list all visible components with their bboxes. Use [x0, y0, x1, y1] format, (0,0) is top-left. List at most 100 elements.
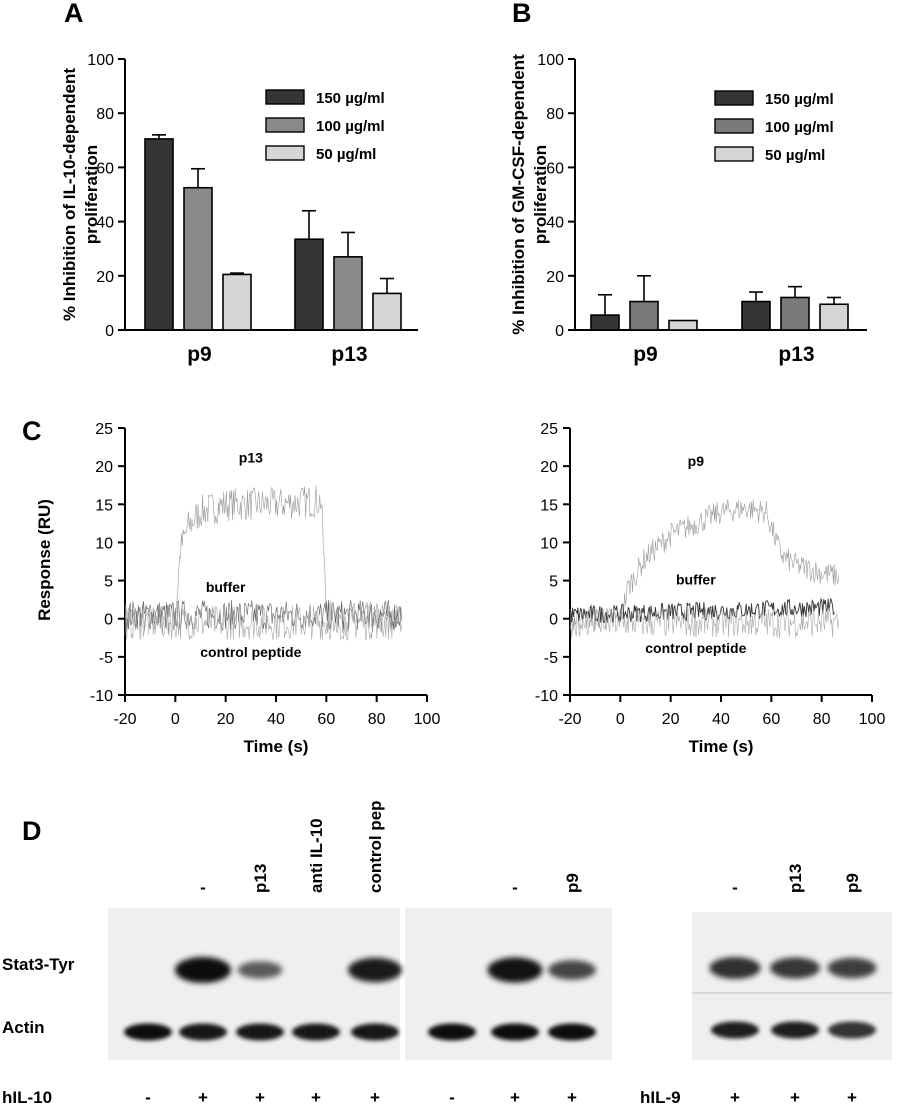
- lane-label: p9: [563, 873, 582, 893]
- panel-letter-c: C: [22, 416, 42, 446]
- B-bar-p9-2: [668, 319, 698, 331]
- band-stat3: [548, 960, 596, 980]
- band-actin: [711, 1021, 759, 1039]
- A-category-label: p13: [331, 343, 367, 366]
- B-ytick-label: 0: [555, 323, 564, 340]
- band-actin: [236, 1023, 284, 1041]
- panel-letter-d: D: [22, 816, 42, 846]
- lane-label: -: [200, 878, 206, 897]
- A-category-label: p9: [187, 343, 212, 366]
- c1-xtick-label: 60: [762, 711, 780, 728]
- c0-trace-buffer: [124, 599, 402, 632]
- A-bar-p9-0: [144, 138, 174, 331]
- lane-label: p9: [843, 873, 862, 893]
- c0-ytick-label: 25: [95, 421, 113, 438]
- band-stat3: [827, 957, 877, 979]
- c0-xtick-label: 80: [368, 711, 386, 728]
- B-bar-p9-0: [590, 314, 620, 331]
- lane-treatment-sign: +: [255, 1088, 265, 1107]
- A-ylabel-line: proliferation: [82, 145, 101, 244]
- c1-ytick-label: 10: [540, 535, 558, 552]
- B-legend-label: 50 µg/ml: [765, 147, 825, 164]
- c1-xtick-label: 100: [859, 711, 886, 728]
- c0-ytick-label: 5: [104, 574, 113, 591]
- B-legend-swatch: [714, 90, 754, 106]
- B-ylabel-line: % Inhibition of GM-CSF-dependent: [509, 54, 528, 335]
- c0-xlabel: Time (s): [244, 737, 309, 756]
- B-bar-p13-2: [819, 303, 849, 331]
- lane-treatment-sign: +: [510, 1088, 520, 1107]
- lane-treatment-sign: +: [790, 1088, 800, 1107]
- c1-xtick-label: -20: [558, 711, 581, 728]
- B-legend-label: 100 µg/ml: [765, 119, 834, 136]
- c0-annotation: control peptide: [200, 644, 301, 660]
- lane-label: p13: [786, 864, 805, 893]
- lane-treatment-sign: +: [370, 1088, 380, 1107]
- B-category-label: p9: [633, 343, 658, 366]
- panel-letter-b: B: [512, 0, 532, 28]
- c0-annotation: buffer: [206, 579, 246, 595]
- band-actin: [828, 1021, 876, 1039]
- c0-ytick-label: 0: [104, 612, 113, 629]
- band-stat3: [175, 957, 231, 983]
- B-ytick-label: 80: [546, 106, 564, 123]
- A-ytick-label: 100: [87, 52, 114, 69]
- lane-label: -: [512, 878, 518, 897]
- lane-treatment-sign: +: [567, 1088, 577, 1107]
- c0-xtick-label: 60: [317, 711, 335, 728]
- panel-d-western-blot: Stat3-Tyr Actin - - + p13 + anti IL-10 + control …: [2, 800, 892, 1107]
- band-actin: [179, 1023, 227, 1041]
- A-legend-swatch: [265, 89, 305, 105]
- B-legend-swatch: [714, 118, 754, 134]
- panel-b-bar-chart: 0 20 40 60 80 100 % Inhibition of GM-CSF-depen…: [509, 52, 867, 366]
- panel-c-right-sensorgram: -10 -5 0 5 10 15 20 25 -20 0 20 40 60 80 100 Time (s) p9…: [535, 421, 886, 756]
- c1-ytick-label: -5: [544, 650, 558, 667]
- B-legend-label: 150 µg/ml: [765, 91, 834, 108]
- c0-xtick-label: 20: [217, 711, 235, 728]
- c0-trace-control: [124, 604, 402, 641]
- c0-annotation: p13: [239, 449, 263, 465]
- A-ytick-label: 60: [96, 160, 114, 177]
- lane-treatment-sign: +: [311, 1088, 321, 1107]
- band-actin: [491, 1023, 539, 1041]
- c0-ytick-label: 20: [95, 459, 113, 476]
- c1-xtick-label: 80: [813, 711, 831, 728]
- c0-ytick-label: 10: [95, 535, 113, 552]
- B-ytick-label: 60: [546, 160, 564, 177]
- c1-ytick-label: 5: [549, 574, 558, 591]
- B-bar-p13-1: [780, 296, 810, 331]
- A-legend-swatch: [265, 145, 305, 161]
- band-actin: [548, 1023, 596, 1041]
- c0-ytick-label: 15: [95, 497, 113, 514]
- lane-label: anti IL-10: [307, 818, 326, 893]
- lane-treatment-sign: -: [145, 1088, 151, 1107]
- B-legend-swatch: [714, 146, 754, 162]
- lane-label: -: [732, 878, 738, 897]
- band-stat3: [709, 957, 761, 979]
- A-legend-label: 50 µg/ml: [316, 146, 376, 163]
- c1-xtick-label: 20: [662, 711, 680, 728]
- B-ytick-label: 100: [537, 52, 564, 69]
- c1-annotation: p9: [688, 453, 705, 469]
- band-actin: [124, 1023, 172, 1041]
- blot-row-label: Actin: [2, 1018, 45, 1037]
- lane-label: p13: [251, 864, 270, 893]
- blot-row-label: Stat3-Tyr: [2, 955, 75, 974]
- band-stat3: [770, 957, 820, 979]
- panel-a-bar-chart: 0 20 40 60 80 100 % Inhibition of IL-10-depend…: [60, 52, 418, 366]
- A-bar-p9-2: [222, 273, 252, 331]
- c1-annotation: control peptide: [645, 640, 746, 656]
- lane-treatment-sign: -: [449, 1088, 455, 1107]
- c0-xtick-label: -20: [113, 711, 136, 728]
- c1-xlabel: Time (s): [689, 737, 754, 756]
- c0-ytick-label: -10: [90, 688, 113, 705]
- A-bar-p9-1: [183, 186, 213, 331]
- A-legend-label: 100 µg/ml: [316, 118, 385, 135]
- c0-xtick-label: 100: [414, 711, 441, 728]
- A-ytick-label: 80: [96, 106, 114, 123]
- c1-ytick-label: 0: [549, 612, 558, 629]
- lane-treatment-sign: +: [730, 1088, 740, 1107]
- c1-ytick-label: -10: [535, 688, 558, 705]
- lane-treatment-sign: +: [847, 1088, 857, 1107]
- band-actin: [292, 1023, 340, 1041]
